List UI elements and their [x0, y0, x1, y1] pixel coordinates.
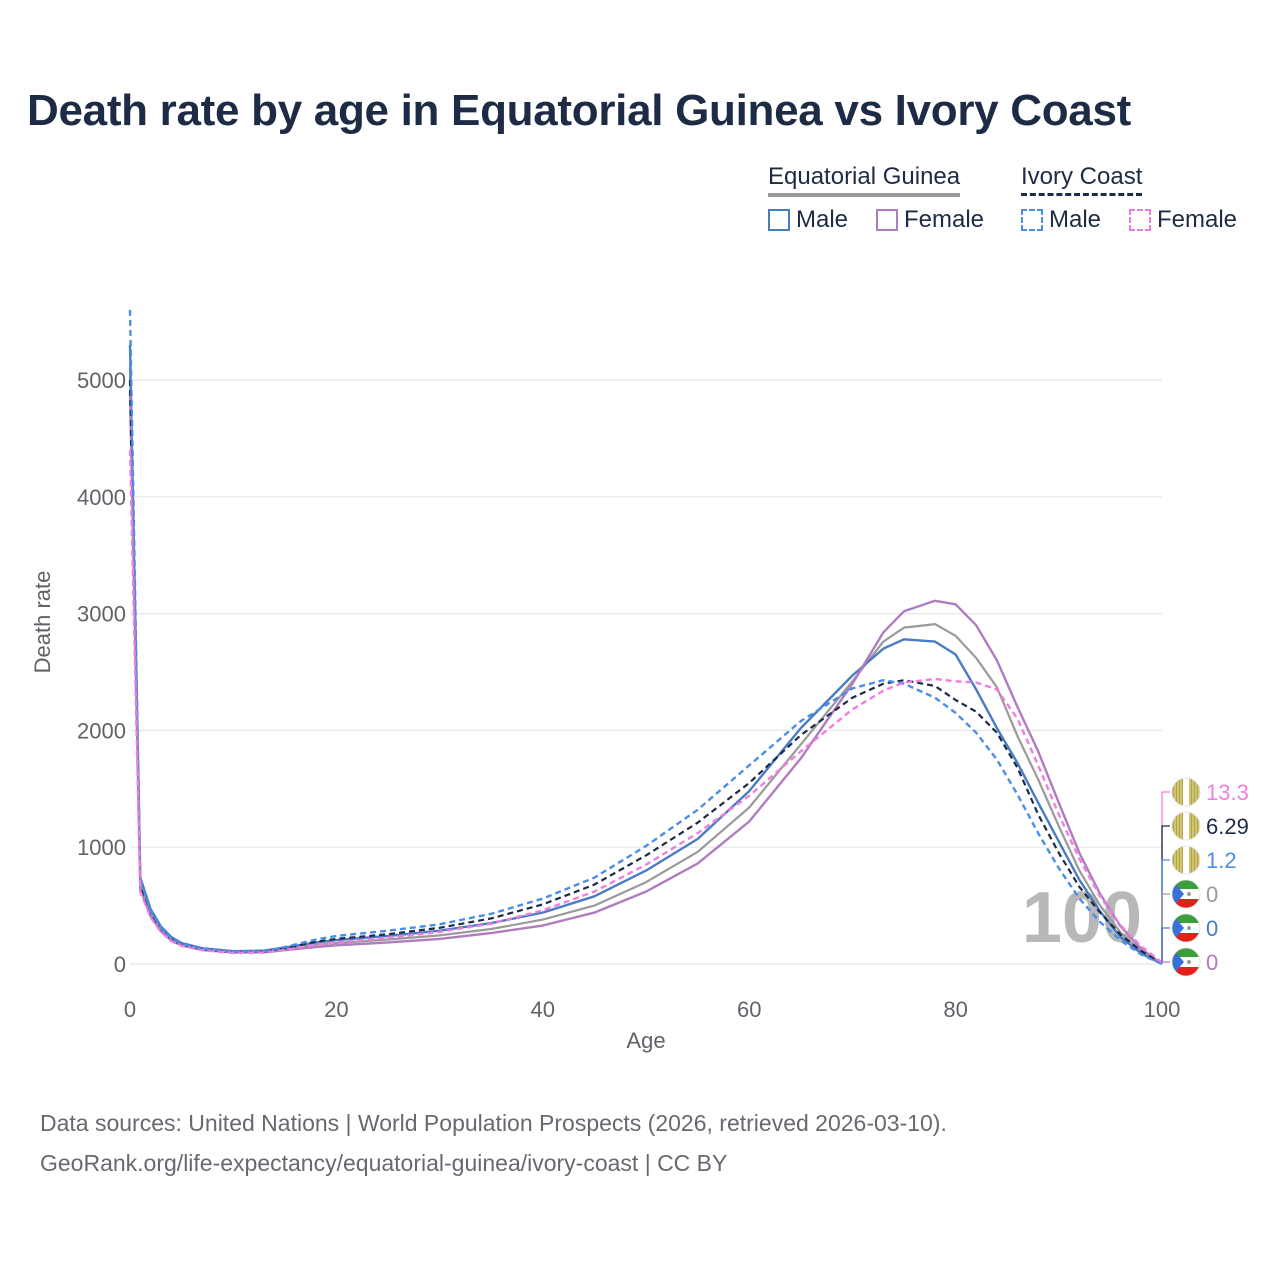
end-label-connector [1161, 927, 1170, 964]
end-label-connector [1161, 825, 1170, 964]
source-line-1: Data sources: United Nations | World Pop… [40, 1110, 947, 1136]
end-labels: 13.3 6.29 1.2 0 0 0 [1161, 777, 1249, 977]
legend-group-equatorial-guinea: Equatorial Guinea [768, 163, 961, 197]
end-label-connector [1161, 791, 1170, 964]
end-label-value: 0 [1206, 916, 1218, 941]
legend-item-eg-male[interactable]: Male [768, 206, 848, 234]
y-tick-label: 4000 [77, 485, 126, 510]
legend-label: Female [1157, 206, 1238, 233]
series-line-eg-male [128, 344, 1163, 966]
end-label-connector [1161, 961, 1170, 964]
legend-swatch [768, 209, 790, 231]
x-tick-label: 60 [737, 997, 761, 1022]
legend-item-ic-male[interactable]: Male [1021, 206, 1101, 234]
legend-label: Male [796, 206, 849, 233]
x-tick-label: 80 [943, 997, 967, 1022]
series-line-ic-male [128, 309, 1163, 965]
series-lines [128, 309, 1163, 966]
x-tick-label: 40 [531, 997, 555, 1022]
end-label-value: 0 [1206, 950, 1218, 975]
legend-item-ic-female[interactable]: Female [1129, 206, 1237, 234]
legend-swatch [1129, 209, 1151, 231]
legend-label: Male [1049, 206, 1102, 233]
x-axis-ticks: 0 20 40 60 80 100 [124, 997, 1180, 1022]
y-tick-label: 5000 [77, 368, 126, 393]
equatorial-guinea-flag-icon [1171, 913, 1201, 943]
ivory-coast-flag-icon [1171, 845, 1201, 875]
source-line-2[interactable]: GeoRank.org/life-expectancy/equatorial-g… [40, 1150, 728, 1176]
series-line-ic-total [128, 379, 1163, 965]
legend-swatch [1021, 209, 1043, 231]
series-line-ic-female [128, 450, 1163, 964]
chart-title: Death rate by age in Equatorial Guinea v… [27, 86, 1131, 135]
legend-group-title: Ivory Coast [1021, 163, 1143, 196]
ivory-coast-flag-icon [1171, 777, 1201, 807]
legend-item-eg-female[interactable]: Female [876, 206, 984, 234]
y-tick-label: 3000 [77, 602, 126, 627]
ivory-coast-flag-icon [1171, 811, 1201, 841]
end-label-value: 6.29 [1206, 814, 1249, 839]
legend-group-title: Equatorial Guinea [768, 163, 961, 197]
x-tick-label: 0 [124, 997, 136, 1022]
y-tick-label: 0 [114, 952, 126, 977]
equatorial-guinea-flag-icon [1171, 879, 1201, 909]
y-axis-ticks: 0 1000 2000 3000 4000 5000 [77, 368, 126, 977]
legend-group-ivory-coast: Ivory Coast [1021, 163, 1143, 196]
series-line-eg-female [128, 391, 1163, 965]
y-tick-label: 2000 [77, 718, 126, 743]
x-tick-label: 20 [324, 997, 348, 1022]
end-label-value: 13.3 [1206, 780, 1249, 805]
year-watermark: 100 [1022, 878, 1142, 958]
series-line-eg-total [128, 368, 1163, 965]
end-label-connector [1161, 859, 1170, 964]
y-axis-title: Death rate [30, 571, 55, 674]
y-tick-label: 1000 [77, 835, 126, 860]
legend-swatch [876, 209, 898, 231]
x-tick-label: 100 [1144, 997, 1181, 1022]
x-axis-title: Age [626, 1028, 665, 1053]
end-label-value: 1.2 [1206, 848, 1237, 873]
end-label-value: 0 [1206, 882, 1218, 907]
end-label-connector [1161, 893, 1170, 964]
grid-lines [130, 379, 1162, 965]
equatorial-guinea-flag-icon [1171, 947, 1201, 977]
legend-label: Female [904, 206, 985, 233]
